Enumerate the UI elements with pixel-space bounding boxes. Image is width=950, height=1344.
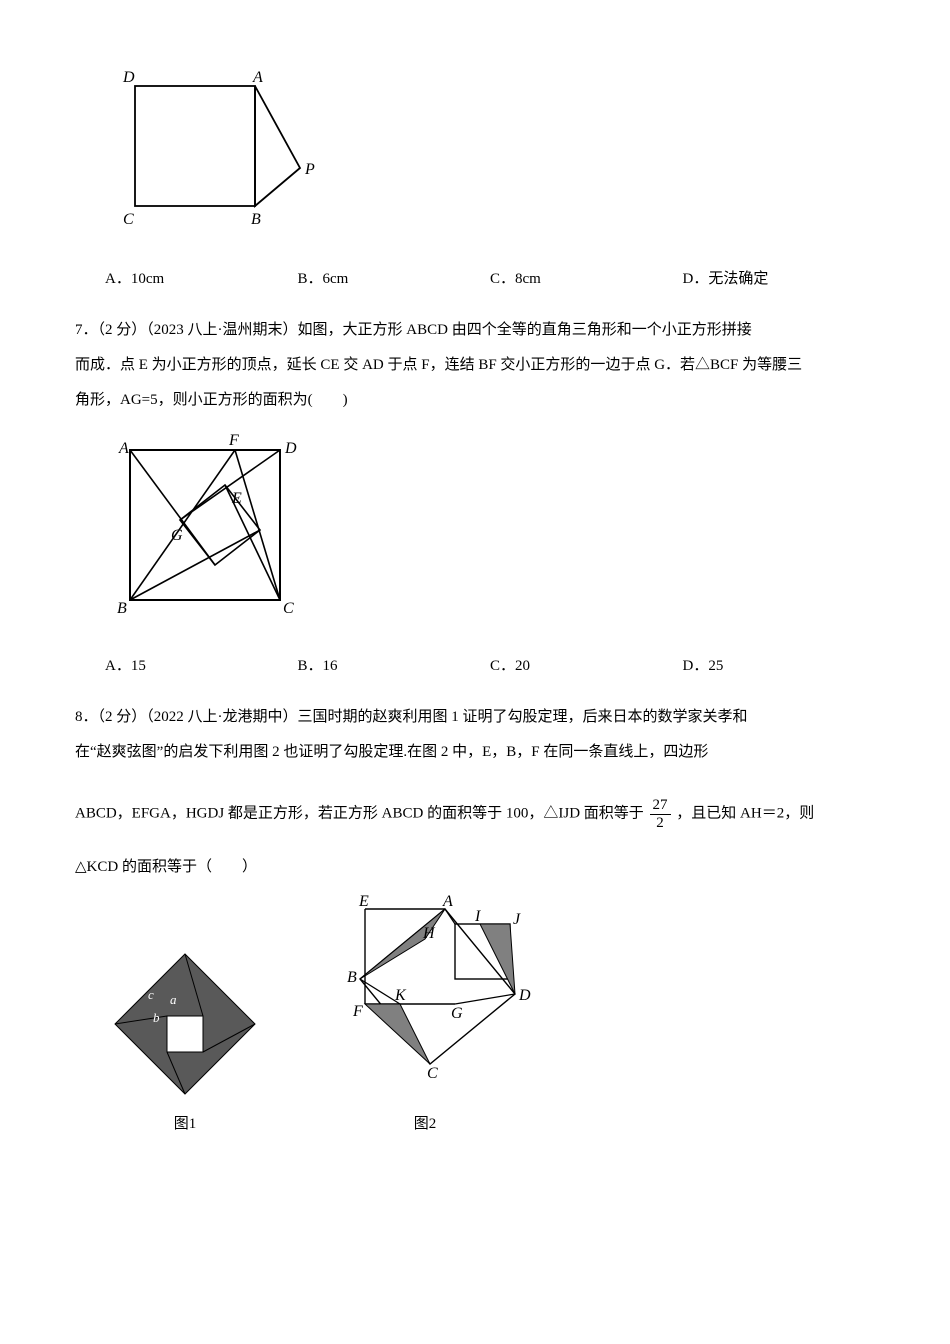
label-h: H	[422, 925, 436, 942]
q7-line2: 而成．点 E 为小正方形的顶点，延长 CE 交 AD 于点 F，连结 BF 交小…	[75, 349, 875, 382]
label-b: B	[251, 211, 261, 228]
q6-option-a: A．10cm	[105, 263, 298, 296]
q8-figure2: E A H I J B K F G D C 图2	[305, 894, 545, 1141]
q8-figures: c a b 图1 E	[105, 894, 875, 1141]
inner-hole	[167, 1016, 203, 1052]
q8-figure1: c a b 图1	[105, 944, 265, 1141]
q7-points: （2 分）	[98, 322, 147, 338]
q7-line3: 角形，AG=5，则小正方形的面积为( )	[75, 384, 875, 417]
line-cf	[235, 450, 280, 600]
q7-figure: A F D E G B C	[105, 425, 875, 638]
label-a: A	[442, 894, 453, 910]
label-a: A	[118, 440, 129, 457]
q6-option-d: D．无法确定	[683, 263, 876, 296]
q7-number: 7．	[75, 322, 98, 338]
q7-options: A．15 B．16 C．20 D．25	[75, 650, 875, 683]
q8-line3: △KCD 的面积等于（ ）	[75, 851, 875, 884]
q8-number: 8．	[75, 709, 98, 725]
label-c: C	[283, 600, 294, 617]
label-k: K	[394, 987, 407, 1004]
q8-line2a: 在“赵爽弦图”的启发下利用图 2 也证明了勾股定理.在图 2 中，E，B，F 在…	[75, 736, 875, 769]
q8-stem: 8．（2 分）（2022 八上·龙港期中）三国时期的赵爽利用图 1 证明了勾股定…	[75, 701, 875, 734]
label-d: D	[284, 440, 297, 457]
q6-options: A．10cm B．6cm C．8cm D．无法确定	[75, 263, 875, 296]
label-d: D	[122, 69, 135, 86]
q7-source: （2023 八上·温州期末）	[146, 322, 297, 338]
q6-option-b: B．6cm	[298, 263, 491, 296]
fraction-27-2: 272	[650, 797, 671, 831]
label-i: I	[474, 908, 481, 925]
label-a: A	[252, 69, 263, 86]
label-c: C	[427, 1065, 438, 1082]
label-e: E	[358, 894, 369, 910]
tri-kcd-ish	[365, 1004, 430, 1064]
q7-option-b: B．16	[298, 650, 491, 683]
fig1-caption: 图1	[174, 1108, 197, 1141]
q6-option-c: C．8cm	[490, 263, 683, 296]
tri-ijd	[480, 924, 515, 994]
q6-figure: D A P C B	[105, 68, 875, 251]
label-a: a	[170, 992, 177, 1007]
q7-option-d: D．25	[683, 650, 876, 683]
label-f: F	[352, 1003, 363, 1020]
tri-ahb	[360, 909, 445, 979]
label-c: c	[148, 987, 154, 1002]
inner-square	[180, 485, 260, 565]
label-b: b	[153, 1010, 160, 1025]
q8-source: （2022 八上·龙港期中）	[146, 709, 297, 725]
q7-option-a: A．15	[105, 650, 298, 683]
label-b: B	[117, 600, 127, 617]
q7-option-c: C．20	[490, 650, 683, 683]
label-g: G	[171, 527, 183, 544]
label-f: F	[228, 432, 239, 449]
label-e: E	[231, 490, 242, 507]
square-dacb	[135, 86, 255, 206]
triangle-abp	[255, 86, 300, 206]
label-b: B	[347, 969, 357, 986]
label-p: P	[304, 161, 315, 178]
label-c: C	[123, 211, 134, 228]
q8-points: （2 分）	[98, 709, 147, 725]
label-j: J	[513, 911, 521, 928]
q8-line2b: ABCD，EFGA，HGDJ 都是正方形，若正方形 ABCD 的面积等于 100…	[75, 797, 875, 831]
fig2-caption: 图2	[414, 1108, 437, 1141]
label-d: D	[518, 987, 531, 1004]
label-g: G	[451, 1005, 463, 1022]
q7-stem: 7．（2 分）（2023 八上·温州期末）如图，大正方形 ABCD 由四个全等的…	[75, 314, 875, 347]
